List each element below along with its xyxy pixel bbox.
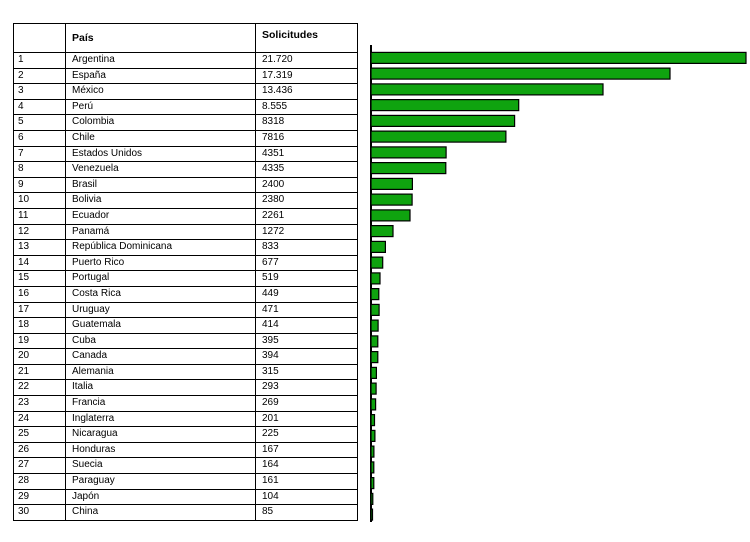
table-row: 19 Cuba 395 bbox=[13, 332, 358, 350]
bar-china bbox=[370, 508, 374, 521]
header-requests: Solicitudes bbox=[255, 23, 358, 53]
table-row: 16 Costa Rica 449 bbox=[13, 285, 358, 303]
bar-japón bbox=[370, 492, 374, 505]
table-row: 28 Paraguay 161 bbox=[13, 473, 358, 490]
bar-francia bbox=[370, 398, 377, 411]
bar-inglaterra bbox=[370, 414, 376, 427]
bar-españa bbox=[370, 67, 671, 80]
bar-estados-unidos bbox=[370, 146, 447, 159]
table-row: 17 Uruguay 471 bbox=[13, 301, 358, 319]
table-body: 1 Argentina 21.720 2 España 17.319 3 México 13.4… bbox=[13, 52, 358, 521]
row-requests: 85 bbox=[255, 504, 358, 521]
bar-guatemala bbox=[370, 319, 379, 332]
bar-perú bbox=[370, 98, 520, 112]
bar-panamá bbox=[370, 225, 394, 238]
table-row: 11 Ecuador 2261 bbox=[13, 207, 358, 225]
row-country: China bbox=[65, 504, 256, 521]
table-row: 26 Honduras 167 bbox=[13, 441, 358, 459]
bar-puerto-rico bbox=[370, 256, 384, 269]
bar-canada bbox=[370, 351, 379, 364]
table-row: 1 Argentina 21.720 bbox=[13, 52, 358, 69]
bar-honduras bbox=[370, 445, 375, 458]
bar-alemania bbox=[370, 366, 378, 379]
bar-méxico bbox=[370, 83, 604, 96]
bar-argentina bbox=[370, 51, 747, 65]
row-requests: 394 bbox=[255, 348, 358, 365]
bar-portugal bbox=[370, 272, 381, 285]
table-row: 15 Portugal 519 bbox=[13, 270, 358, 287]
bar-uruguay bbox=[370, 303, 380, 316]
bar-paraguay bbox=[370, 477, 375, 490]
data-table: País Solicitudes 1 Argentina 21.720 2 España… bbox=[13, 23, 358, 521]
bar-italia bbox=[370, 382, 377, 395]
bar-venezuela bbox=[370, 162, 447, 175]
bar-cuba bbox=[370, 335, 379, 348]
table-row: 22 Italia 293 bbox=[13, 379, 358, 397]
table-row: 7 Estados Unidos 4351 bbox=[13, 145, 358, 163]
bar-costa-rica bbox=[370, 288, 380, 301]
bar-colombia bbox=[370, 114, 516, 128]
table-row: 30 China 85 bbox=[13, 504, 358, 521]
table-row: 10 Bolivia 2380 bbox=[13, 192, 358, 209]
header-rank bbox=[13, 23, 66, 53]
table-header-row: País Solicitudes bbox=[13, 23, 358, 53]
table-row: 6 Chile 7816 bbox=[13, 129, 358, 147]
header-country: País bbox=[65, 23, 256, 53]
bar-nicaragua bbox=[370, 429, 376, 442]
table-row: 3 México 13.436 bbox=[13, 83, 358, 100]
bar-chile bbox=[370, 130, 507, 143]
bar-brasil bbox=[370, 177, 414, 190]
bar-bolivia bbox=[370, 193, 413, 206]
table-row: 8 Venezuela 4335 bbox=[13, 161, 358, 178]
table-row: 20 Canada 394 bbox=[13, 348, 358, 365]
bar-república-dominicana bbox=[370, 240, 386, 253]
bar-ecuador bbox=[370, 209, 411, 222]
bar-suecia bbox=[370, 461, 375, 474]
table-row: 29 Japón 104 bbox=[13, 488, 358, 506]
